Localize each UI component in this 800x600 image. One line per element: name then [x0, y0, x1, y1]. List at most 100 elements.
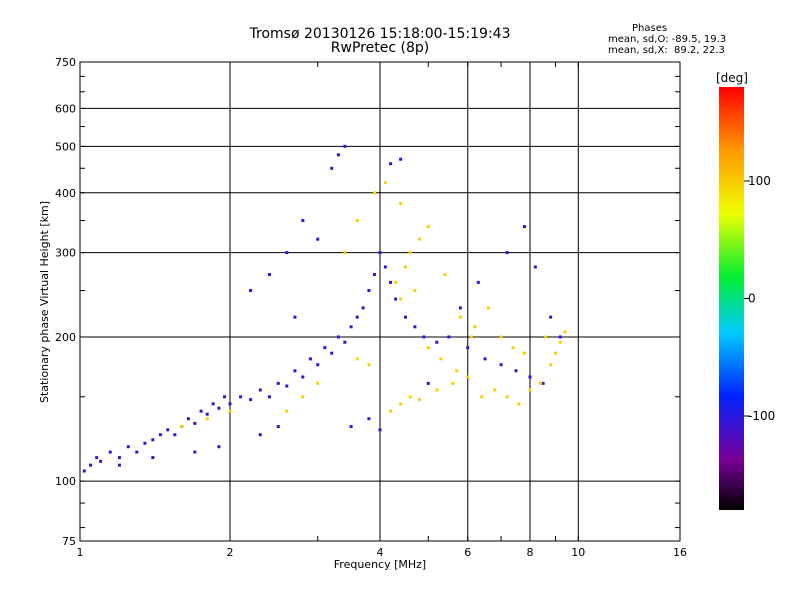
- data-point-x: [355, 357, 359, 361]
- data-point-x: [451, 381, 455, 385]
- data-point-o: [426, 381, 430, 385]
- data-point-x: [343, 251, 347, 255]
- data-point-o: [151, 438, 155, 442]
- data-point-o: [316, 237, 320, 241]
- data-point-x: [399, 201, 403, 205]
- data-point-x: [367, 363, 371, 367]
- data-point-o: [301, 219, 305, 223]
- data-point-x: [553, 351, 557, 355]
- y-tick-label: 750: [55, 56, 76, 69]
- y-tick-label: 600: [55, 102, 76, 115]
- x-tick-label: 8: [527, 546, 534, 559]
- y-tick-label: 75: [62, 535, 76, 548]
- data-point-o: [435, 340, 439, 344]
- data-point-o: [367, 289, 371, 293]
- data-point-o: [205, 412, 209, 416]
- data-point-x: [544, 335, 548, 339]
- data-point-o: [117, 463, 121, 467]
- data-point-x: [417, 398, 421, 402]
- y-tick-label: 300: [55, 247, 76, 260]
- data-point-x: [539, 381, 543, 385]
- data-point-x: [493, 388, 497, 392]
- data-point-x: [511, 346, 515, 350]
- colorbar-tick-label: -100: [748, 409, 775, 423]
- data-point-o: [514, 369, 518, 373]
- data-point-x: [486, 306, 490, 310]
- data-point-o: [476, 280, 480, 284]
- data-point-o: [193, 421, 197, 425]
- data-point-o: [293, 369, 297, 373]
- data-point-x: [383, 181, 387, 185]
- data-point-x: [228, 409, 232, 413]
- data-point-o: [422, 335, 426, 339]
- data-point-x: [373, 191, 377, 195]
- data-point-o: [361, 306, 365, 310]
- data-point-x: [417, 237, 421, 241]
- data-point-o: [343, 340, 347, 344]
- data-point-o: [541, 381, 545, 385]
- data-point-o: [413, 325, 417, 329]
- data-point-o: [458, 306, 462, 310]
- data-point-x: [355, 219, 359, 223]
- data-point-o: [276, 425, 280, 429]
- data-point-x: [473, 325, 477, 329]
- data-point-o: [267, 395, 271, 399]
- data-point-x: [517, 402, 521, 406]
- stats-x-mode: mean, sd,X: 89.2, 22.3: [608, 45, 725, 56]
- data-point-x: [505, 395, 509, 399]
- y-tick-label: 100: [55, 475, 76, 488]
- x-axis-label: Frequency [MHz]: [334, 558, 426, 571]
- data-point-o: [483, 357, 487, 361]
- data-point-x: [426, 225, 430, 229]
- data-point-o: [378, 428, 382, 432]
- data-point-x: [403, 265, 407, 269]
- data-point-x: [443, 273, 447, 277]
- data-point-x: [394, 280, 398, 284]
- data-point-o: [217, 406, 221, 410]
- data-point-o: [258, 388, 262, 392]
- data-point-o: [383, 265, 387, 269]
- data-point-o: [349, 425, 353, 429]
- data-point-x: [435, 388, 439, 392]
- data-point-o: [249, 289, 253, 293]
- data-point-o: [258, 433, 262, 437]
- data-point-o: [82, 469, 86, 473]
- data-point-o: [199, 409, 203, 413]
- data-point-o: [403, 315, 407, 319]
- data-point-o: [499, 363, 503, 367]
- data-point-o: [389, 280, 393, 284]
- data-point-o: [447, 335, 451, 339]
- data-point-o: [373, 273, 377, 277]
- data-point-o: [276, 381, 280, 385]
- data-point-o: [285, 251, 289, 255]
- grid-lines: [79, 61, 681, 542]
- data-point-o: [336, 335, 340, 339]
- data-point-o: [367, 417, 371, 421]
- data-point-o: [505, 251, 509, 255]
- data-point-o: [89, 463, 93, 467]
- data-point-o: [249, 398, 253, 402]
- colorbar-label: [deg]: [716, 71, 748, 85]
- data-point-o: [267, 273, 271, 277]
- data-point-o: [95, 456, 99, 460]
- data-point-o: [323, 346, 327, 350]
- data-point-x: [180, 425, 184, 429]
- y-axis-label: Stationary phase Virtual Height [km]: [38, 201, 51, 403]
- data-point-x: [480, 395, 484, 399]
- data-point-x: [563, 330, 567, 334]
- data-point-o: [143, 441, 147, 445]
- data-point-x: [316, 381, 320, 385]
- colorbar: [719, 87, 744, 510]
- data-point-o: [301, 375, 305, 379]
- x-tick-label: 16: [673, 546, 687, 559]
- data-point-o: [336, 153, 340, 157]
- data-point-o: [285, 384, 289, 388]
- data-point-o: [330, 351, 334, 355]
- data-point-o: [528, 375, 532, 379]
- y-tick-label: 200: [55, 331, 76, 344]
- data-point-x: [408, 395, 412, 399]
- x-tick-label: 6: [464, 546, 471, 559]
- data-point-x: [413, 289, 417, 293]
- data-point-o: [523, 225, 527, 229]
